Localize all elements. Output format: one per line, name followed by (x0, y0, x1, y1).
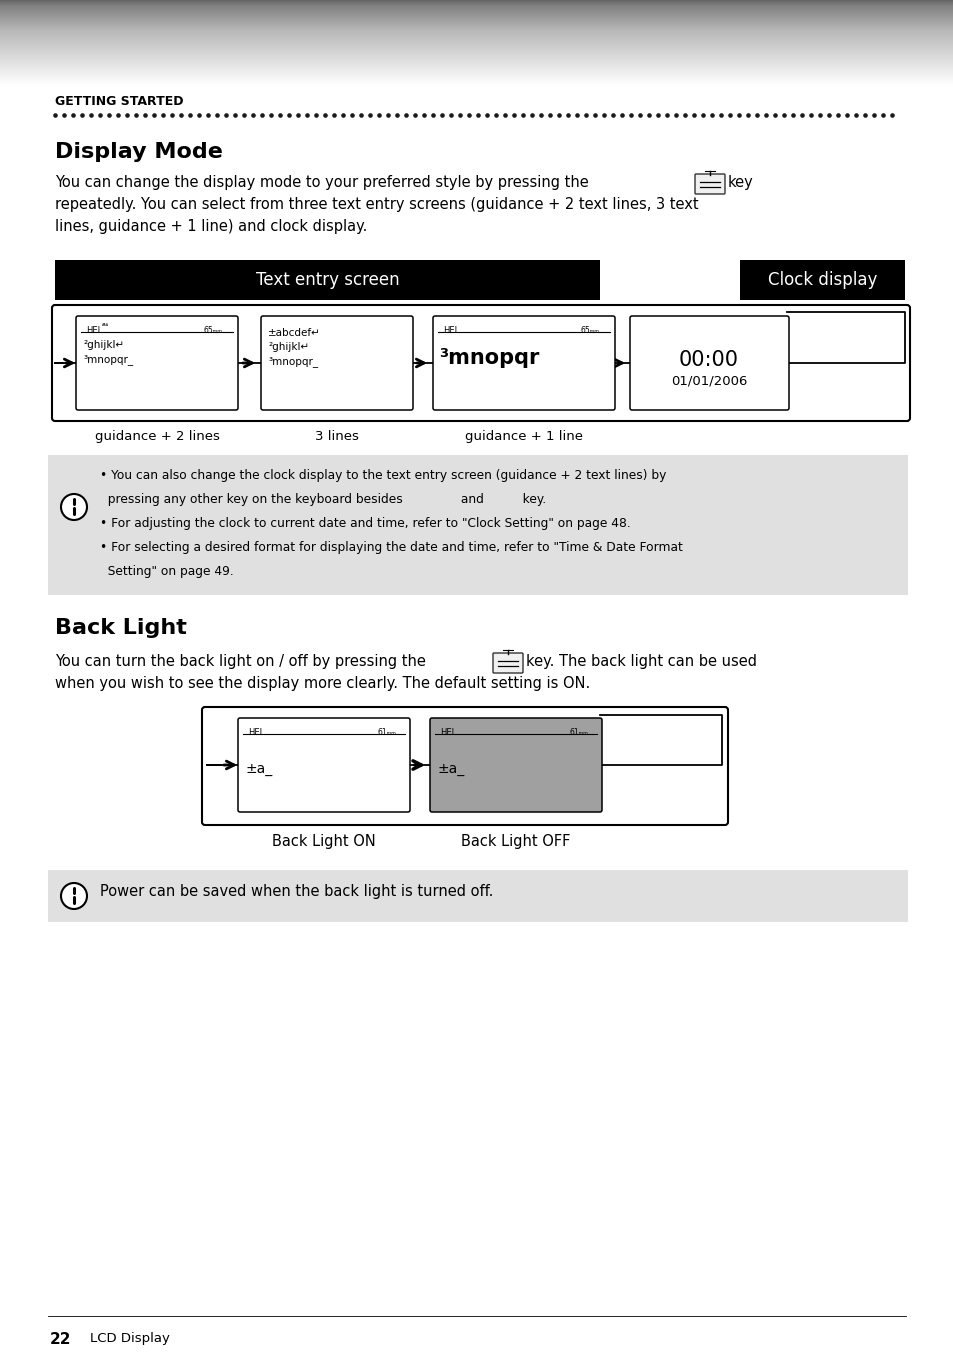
Text: Setting" on page 49.: Setting" on page 49. (100, 565, 233, 578)
FancyBboxPatch shape (433, 316, 615, 410)
FancyBboxPatch shape (76, 316, 237, 410)
Text: ±a_: ±a_ (437, 763, 465, 776)
Text: ³mnopqr: ³mnopqr (438, 347, 538, 368)
Text: HEL: HEL (442, 326, 458, 335)
Text: when you wish to see the display more clearly. The default setting is ON.: when you wish to see the display more cl… (55, 676, 590, 691)
Circle shape (61, 883, 87, 909)
Bar (48, 455, 907, 594)
Text: • You can also change the clock display to the text entry screen (guidance + 2 t: • You can also change the clock display … (100, 470, 666, 482)
FancyBboxPatch shape (52, 305, 909, 421)
Text: • For adjusting the clock to current date and time, refer to "Clock Setting" on : • For adjusting the clock to current dat… (100, 517, 630, 531)
FancyBboxPatch shape (237, 718, 410, 811)
Text: HEL: HEL (86, 326, 102, 335)
Text: 01/01/2006: 01/01/2006 (670, 375, 746, 387)
Text: HEL: HEL (439, 727, 456, 737)
Text: ±a_: ±a_ (246, 763, 273, 776)
Text: Power can be saved when the back light is turned off.: Power can be saved when the back light i… (100, 883, 493, 898)
Text: ᴬᴬᴬ: ᴬᴬᴬ (102, 324, 109, 328)
Text: 65ₘₘ: 65ₘₘ (204, 326, 223, 335)
Text: Text entry screen: Text entry screen (255, 271, 399, 289)
Text: 61ₘₘ: 61ₘₘ (377, 727, 396, 737)
Text: Display Mode: Display Mode (55, 142, 223, 161)
Text: GETTING STARTED: GETTING STARTED (55, 95, 183, 109)
Text: 22: 22 (50, 1333, 71, 1348)
Text: Clock display: Clock display (767, 271, 876, 289)
FancyBboxPatch shape (493, 653, 522, 673)
Text: You can change the display mode to your preferred style by pressing the: You can change the display mode to your … (55, 175, 588, 190)
Text: 00:00: 00:00 (679, 350, 739, 370)
Text: repeatedly. You can select from three text entry screens (guidance + 2 text line: repeatedly. You can select from three te… (55, 197, 698, 212)
Text: ²ghijkl↵: ²ghijkl↵ (268, 342, 309, 351)
FancyBboxPatch shape (261, 316, 413, 410)
Text: key: key (727, 175, 753, 190)
Text: 3 lines: 3 lines (314, 430, 358, 442)
FancyBboxPatch shape (695, 174, 724, 194)
Text: HEL: HEL (248, 727, 264, 737)
Text: Back Light OFF: Back Light OFF (461, 835, 570, 849)
Text: 65ₘₘ: 65ₘₘ (580, 326, 599, 335)
Bar (55, 261, 599, 300)
Text: 61ₘₘ: 61ₘₘ (569, 727, 588, 737)
Circle shape (61, 494, 87, 520)
Text: ³mnopqr_: ³mnopqr_ (268, 356, 317, 366)
Text: key. The back light can be used: key. The back light can be used (525, 654, 757, 669)
Text: You can turn the back light on / off by pressing the: You can turn the back light on / off by … (55, 654, 425, 669)
FancyBboxPatch shape (629, 316, 788, 410)
Text: lines, guidance + 1 line) and clock display.: lines, guidance + 1 line) and clock disp… (55, 218, 367, 233)
Bar (740, 261, 904, 300)
Text: Back Light: Back Light (55, 617, 187, 638)
FancyBboxPatch shape (430, 718, 601, 811)
Text: • For selecting a desired format for displaying the date and time, refer to "Tim: • For selecting a desired format for dis… (100, 541, 682, 554)
Text: guidance + 1 line: guidance + 1 line (464, 430, 582, 442)
Text: LCD Display: LCD Display (90, 1333, 170, 1345)
Text: pressing any other key on the keyboard besides               and          key.: pressing any other key on the keyboard b… (100, 493, 546, 506)
Text: ³mnopqr_: ³mnopqr_ (83, 354, 133, 365)
Bar (48, 870, 907, 921)
FancyBboxPatch shape (202, 707, 727, 825)
Text: Back Light ON: Back Light ON (272, 835, 375, 849)
Text: guidance + 2 lines: guidance + 2 lines (94, 430, 219, 442)
Text: ²ghijkl↵: ²ghijkl↵ (83, 341, 124, 350)
Text: ±abcdef↵: ±abcdef↵ (268, 328, 320, 338)
